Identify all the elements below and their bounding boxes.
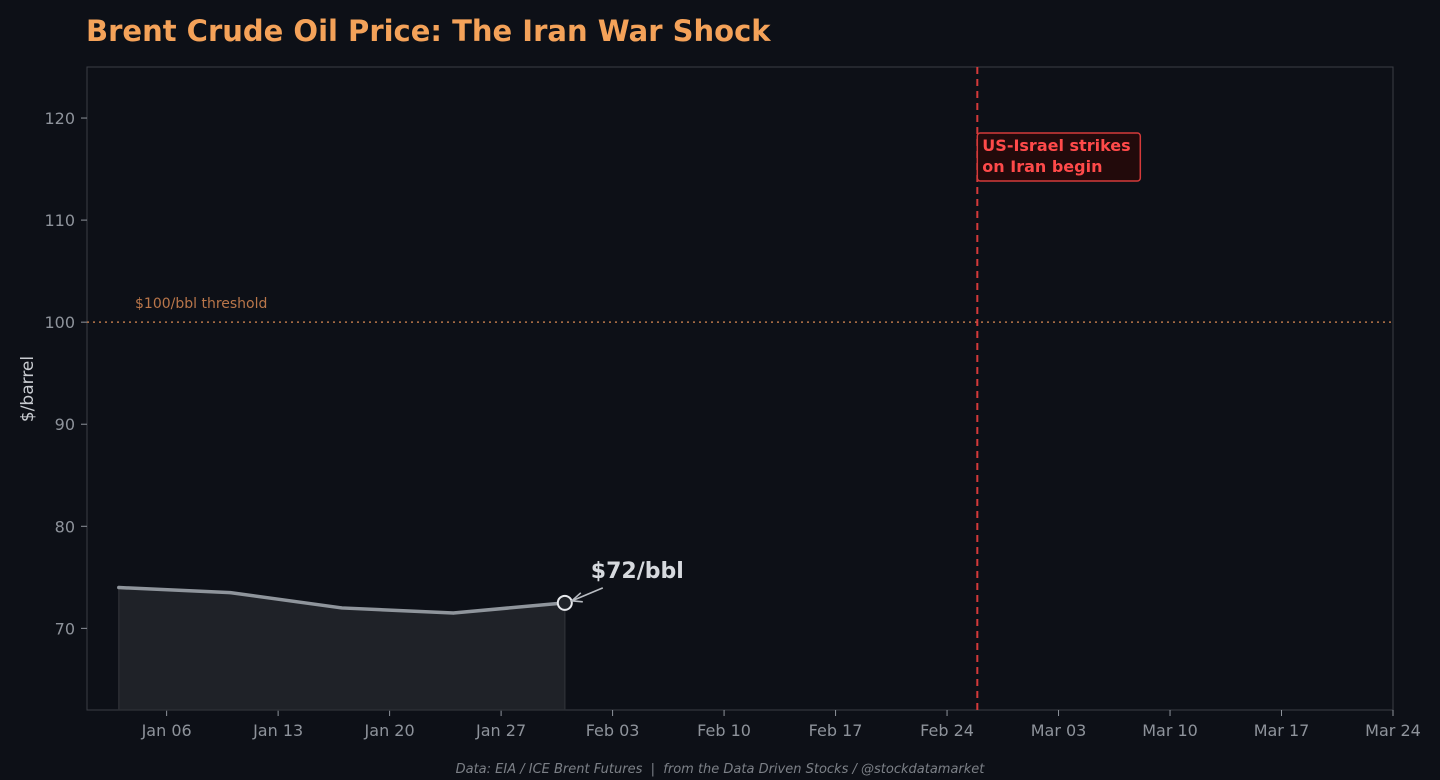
chart-marks: $100/bbl threshold US-Israel strikes on Ir… <box>87 67 1393 711</box>
y-tick-label: 100 <box>44 313 75 332</box>
event-label-box <box>976 132 1142 182</box>
y-tick-label: 110 <box>44 211 75 230</box>
threshold-label: $100/bbl threshold <box>135 296 267 312</box>
latest-price-marker <box>556 594 573 611</box>
x-tick-label: Jan 20 <box>364 721 415 740</box>
x-tick-label: Mar 24 <box>1365 721 1421 740</box>
plot-area-frame <box>86 66 1394 711</box>
x-tick-label: Mar 17 <box>1254 721 1310 740</box>
price-area-fill <box>118 586 566 711</box>
y-tick-label: 80 <box>55 517 75 536</box>
chart-title: Brent Crude Oil Price: The Iran War Shoc… <box>86 14 771 48</box>
y-tick-label: 90 <box>55 415 75 434</box>
y-axis: 70 80 90 100 110 120 <box>44 109 87 638</box>
x-tick-label: Feb 17 <box>809 721 863 740</box>
x-tick-label: Jan 06 <box>141 721 192 740</box>
price-point <box>451 611 455 615</box>
latest-price-arrow <box>571 587 604 602</box>
x-axis: Jan 06 Jan 13 Jan 20 Jan 27 Feb 03 Feb 10 Feb … <box>141 710 1421 740</box>
price-point <box>117 585 121 590</box>
x-tick-label: Mar 10 <box>1142 721 1198 740</box>
latest-price-arrowhead <box>569 592 583 603</box>
event-label-line: on Iran begin <box>982 157 1102 176</box>
source-footnote: Data: EIA / ICE Brent Futures | from the… <box>456 762 986 777</box>
x-tick-label: Jan 13 <box>252 721 303 740</box>
x-tick-label: Feb 10 <box>697 721 751 740</box>
x-tick-label: Feb 24 <box>920 721 974 740</box>
y-axis-label: $/barrel <box>18 356 38 422</box>
price-point <box>228 591 232 595</box>
event-label-line: US-Israel strikes <box>982 136 1130 155</box>
price-point <box>340 606 344 610</box>
y-tick-label: 120 <box>44 109 75 128</box>
y-tick-label: 70 <box>55 619 75 638</box>
latest-price-label: $72/bbl <box>591 559 684 584</box>
x-tick-label: Jan 27 <box>475 721 526 740</box>
x-tick-label: Mar 03 <box>1031 721 1087 740</box>
x-tick-label: Feb 03 <box>586 721 640 740</box>
